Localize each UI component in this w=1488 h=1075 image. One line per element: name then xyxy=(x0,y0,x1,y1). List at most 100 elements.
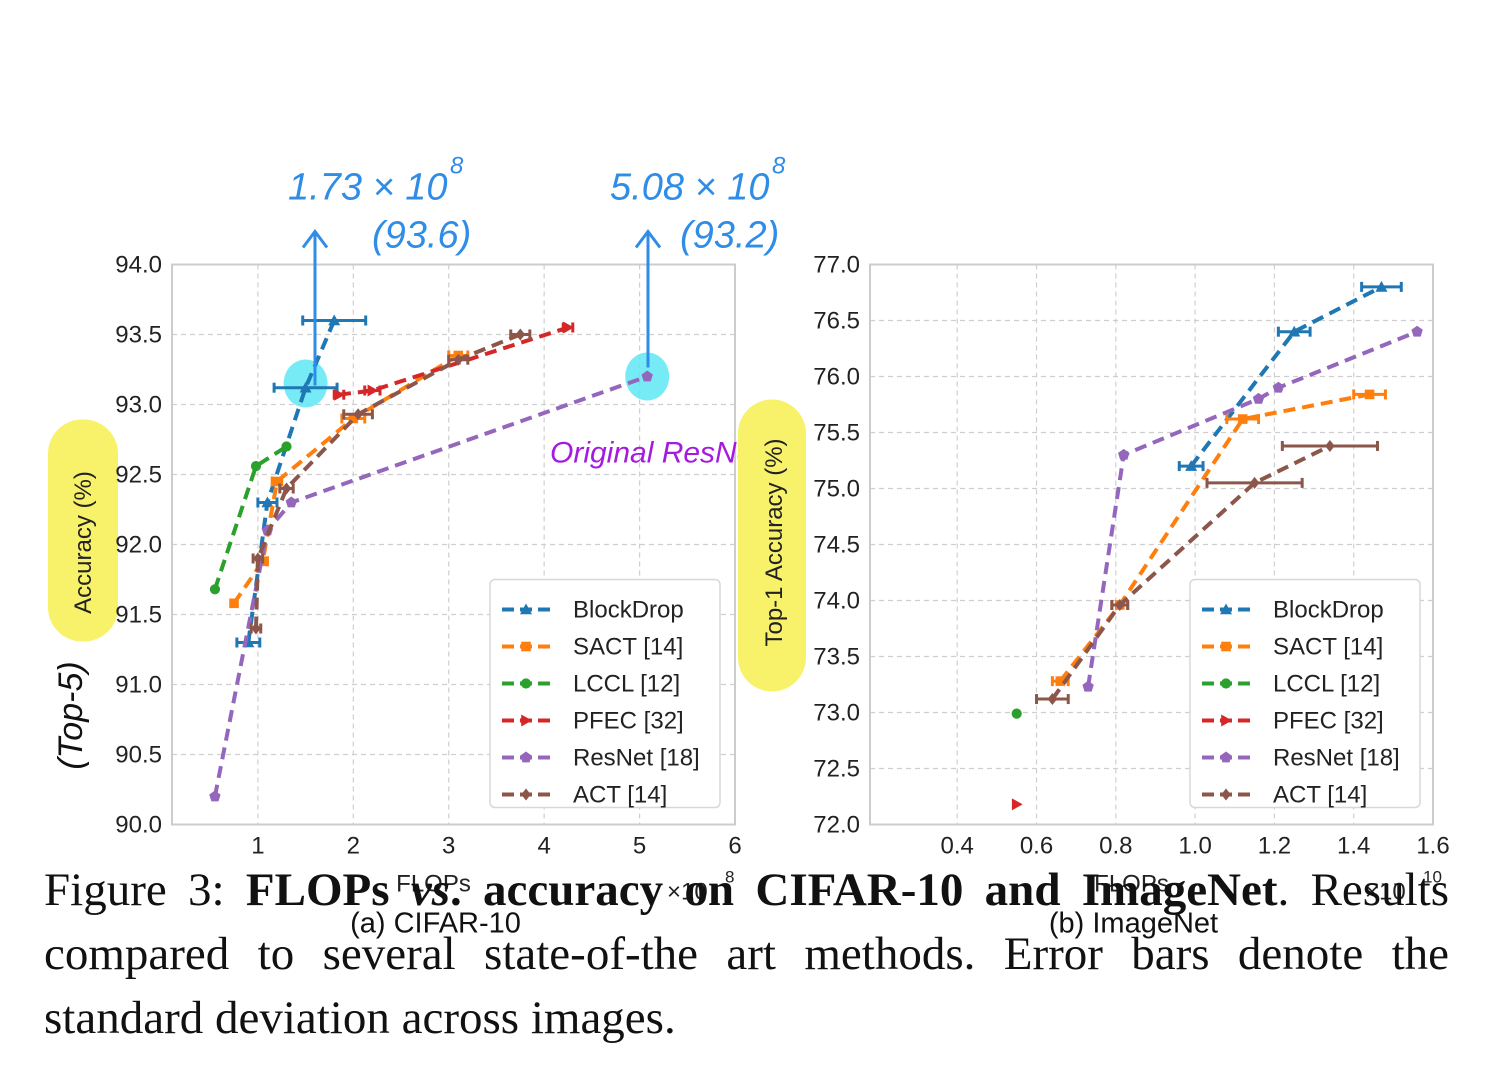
caption-bold-vs: vs xyxy=(410,864,450,916)
y-tick-label: 92.0 xyxy=(115,532,162,559)
data-point xyxy=(250,461,262,472)
data-point xyxy=(281,441,292,452)
data-point xyxy=(1325,439,1335,452)
data-point xyxy=(515,328,526,341)
legend-label: PFEC [32] xyxy=(1273,708,1384,735)
x-multiplier-exponent: 10 xyxy=(1423,868,1442,887)
data-point xyxy=(229,598,239,609)
annotation-arrowhead xyxy=(301,229,329,249)
legend-label: LCCL [12] xyxy=(1273,671,1380,698)
data-point xyxy=(272,476,282,487)
ylabel-highlight xyxy=(738,399,806,692)
data-point xyxy=(367,384,379,397)
legend-label: PFEC [32] xyxy=(573,708,684,735)
y-tick-label: 74.0 xyxy=(813,588,860,615)
y-tick-label: 90.5 xyxy=(115,742,162,769)
y-axis-label: Accuracy (%) xyxy=(70,471,97,614)
x-tick-label: 1 xyxy=(251,833,264,860)
x-tick-label: 6 xyxy=(728,833,741,860)
x-tick-label: 3 xyxy=(442,833,455,860)
x-multiplier: ×10 xyxy=(667,879,708,906)
series-line xyxy=(232,353,460,605)
y-tick-label: 73.5 xyxy=(813,644,860,671)
y-tick-label: 76.0 xyxy=(813,364,860,391)
data-point xyxy=(1375,280,1388,292)
data-point xyxy=(1252,392,1265,404)
data-point xyxy=(353,408,363,421)
legend: BlockDrop SACT [14] LCCL [12] PFEC [32] ResN… xyxy=(489,578,721,809)
x-tick-label: 2 xyxy=(347,833,360,860)
y-tick-label: 74.5 xyxy=(813,532,860,559)
annotation-flops: 1.73 × 10 xyxy=(288,167,448,209)
legend-label: BlockDrop xyxy=(573,597,684,624)
data-point xyxy=(563,321,575,334)
legend-marker xyxy=(1221,641,1231,652)
legend-marker xyxy=(1220,751,1232,763)
caption-bold-a: FLOPs xyxy=(245,864,390,916)
y-tick-label: 73.0 xyxy=(813,700,860,727)
data-point xyxy=(1249,476,1260,489)
legend-marker xyxy=(520,751,532,763)
caption-label: Figure 3: xyxy=(44,864,225,916)
data-point xyxy=(328,314,341,326)
data-point xyxy=(334,388,345,401)
series-line xyxy=(338,325,569,397)
data-point xyxy=(1272,381,1285,393)
legend-marker xyxy=(1221,714,1232,727)
series-line xyxy=(1058,392,1370,683)
data-point xyxy=(1364,389,1375,400)
legend-marker xyxy=(1220,603,1232,615)
handwritten-top5: (Top-5) xyxy=(52,661,90,769)
data-point xyxy=(285,496,297,508)
y-tick-label: 76.5 xyxy=(813,308,860,335)
legend-label: ResNet [18] xyxy=(1273,745,1400,772)
caption-bold-b: . accuracy on CIFAR-10 and ImageNet xyxy=(449,864,1278,916)
x-multiplier-exponent: 8 xyxy=(725,868,734,887)
x-tick-label: 0.8 xyxy=(1099,833,1132,860)
chart-subtitle: (a) CIFAR-10 xyxy=(350,908,521,940)
y-tick-label: 93.5 xyxy=(115,322,162,349)
legend-box xyxy=(1189,578,1421,809)
data-point xyxy=(1055,676,1066,686)
chart-cifar10: 1 2 3 4 5 6 90.0 90.5 91.0 91.5 92.0 92.5 93.0 93.5 94… xyxy=(48,153,786,940)
plot-frame xyxy=(869,263,1434,826)
annotation-accuracy: (93.6) xyxy=(372,215,471,257)
legend-label: ACT [14] xyxy=(573,782,667,809)
data-point xyxy=(1011,708,1022,719)
legend-marker xyxy=(521,714,532,727)
data-point xyxy=(209,584,221,595)
series-line xyxy=(1189,285,1383,468)
series-line xyxy=(212,374,648,797)
y-tick-label: 75.5 xyxy=(813,420,860,447)
x-tick-label: 0.6 xyxy=(1020,833,1053,860)
y-tick-label: 91.5 xyxy=(115,602,162,629)
x-tick-label: 1.2 xyxy=(1258,833,1291,860)
data-point xyxy=(1114,598,1125,611)
legend-label: BlockDrop xyxy=(1273,597,1384,624)
data-point xyxy=(251,622,261,635)
data-point xyxy=(1011,798,1023,811)
y-tick-label: 75.0 xyxy=(813,476,860,503)
annotation-arrowhead xyxy=(634,229,662,249)
legend-marker xyxy=(1220,678,1232,689)
y-tick-label: 93.0 xyxy=(115,392,162,419)
data-point xyxy=(348,413,359,424)
figure-caption: Figure 3: FLOPs vs. accuracy on CIFAR-10… xyxy=(44,858,1449,1050)
x-axis-label: FLOPs xyxy=(396,871,471,898)
y-tick-label: 72.0 xyxy=(813,812,860,839)
y-tick-label: 92.5 xyxy=(115,462,162,489)
series-line xyxy=(254,332,522,629)
data-point xyxy=(1082,680,1094,692)
legend-label: SACT [14] xyxy=(1273,634,1383,661)
data-point xyxy=(1237,414,1248,424)
data-point xyxy=(261,496,274,508)
plot-frame xyxy=(171,263,736,826)
annotation-exponent: 8 xyxy=(772,153,786,180)
y-tick-label: 91.0 xyxy=(115,672,162,699)
annotation-flops: 5.08 × 10 xyxy=(610,167,770,209)
x-tick-label: 1.0 xyxy=(1178,833,1211,860)
data-point xyxy=(1411,325,1423,337)
x-multiplier: ×10 xyxy=(1365,879,1406,906)
handwritten-original-resnet: Original ResNet xyxy=(550,437,763,470)
legend-marker xyxy=(521,641,531,652)
